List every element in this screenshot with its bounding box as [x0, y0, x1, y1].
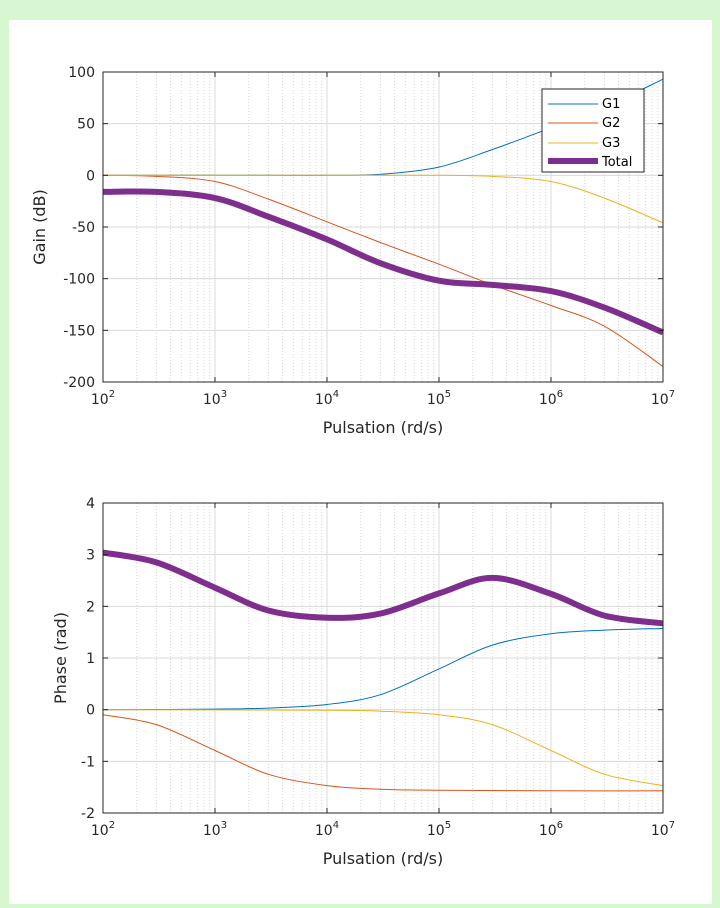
gain-y-tick-label: -100: [63, 272, 95, 288]
phase-series: [102, 549, 664, 792]
gain-y-tick-label: 0: [86, 168, 95, 184]
gain-y-tick-label: -150: [63, 323, 95, 339]
phase-y-axis-label: Phase (rad): [51, 612, 70, 704]
phase-y-ticks: 4 3 2 1 0 -1 -2: [81, 496, 663, 822]
legend-label-g3: G3: [602, 136, 620, 151]
gain-y-tick-label: 100: [68, 65, 95, 81]
gain-grid: [102, 71, 664, 383]
gain-series-g3: [102, 174, 664, 224]
gain-x-tick-label: 103: [203, 389, 227, 408]
phase-x-tick-label: 103: [203, 820, 227, 839]
phase-y-tick-label: -2: [81, 806, 95, 822]
gain-y-tick-label: 50: [77, 117, 95, 133]
phase-x-tick-label: 105: [427, 820, 451, 839]
phase-series-g2: [102, 714, 664, 792]
gain-x-axis-label: Pulsation (rd/s): [323, 418, 444, 437]
phase-x-tick-label: 106: [539, 820, 563, 839]
phase-x-axis-label: Pulsation (rd/s): [323, 849, 444, 868]
gain-y-tick-label: -50: [72, 220, 95, 236]
phase-series-g3: [102, 709, 664, 787]
gain-x-tick-label: 102: [91, 389, 115, 408]
legend-label-g2: G2: [602, 116, 620, 131]
gain-series-g2: [102, 174, 664, 367]
gain-y-axis-label: Gain (dB): [30, 189, 49, 265]
phase-plot: 4 3 2 1 0 -1 -2 102 103 104 105 106 107 Pulsation (…: [51, 496, 675, 868]
phase-x-tick-label: 107: [651, 820, 675, 839]
phase-y-tick-label: -1: [81, 754, 95, 770]
phase-x-ticks: 102 103 104 105 106 107: [91, 503, 675, 839]
phase-x-tick-label: 104: [315, 820, 339, 839]
legend: G1 G2 G3 Total: [541, 88, 645, 173]
phase-y-tick-label: 4: [86, 496, 95, 512]
gain-x-tick-label: 107: [651, 389, 675, 408]
phase-y-tick-label: 2: [86, 599, 95, 615]
gain-x-ticks: 102 103 104 105 106 107: [91, 72, 675, 408]
gain-x-tick-label: 104: [315, 389, 339, 408]
phase-y-tick-label: 0: [86, 703, 95, 719]
phase-series-total: [102, 549, 664, 627]
gain-x-tick-label: 105: [427, 389, 451, 408]
phase-y-tick-label: 1: [86, 651, 95, 667]
phase-series-g1: [102, 628, 664, 711]
gain-y-tick-label: -200: [63, 375, 95, 391]
phase-x-tick-label: 102: [91, 820, 115, 839]
legend-label-total: Total: [601, 155, 632, 170]
gain-y-ticks: 100 50 0 -50 -100 -150 -200: [63, 65, 663, 391]
legend-label-g1: G1: [602, 97, 620, 112]
phase-y-tick-label: 3: [86, 548, 95, 564]
gain-x-tick-label: 106: [539, 389, 563, 408]
gain-series-total: [102, 188, 665, 336]
gain-plot: 100 50 0 -50 -100 -150 -200 102 103 104 105 106 107…: [30, 65, 675, 437]
